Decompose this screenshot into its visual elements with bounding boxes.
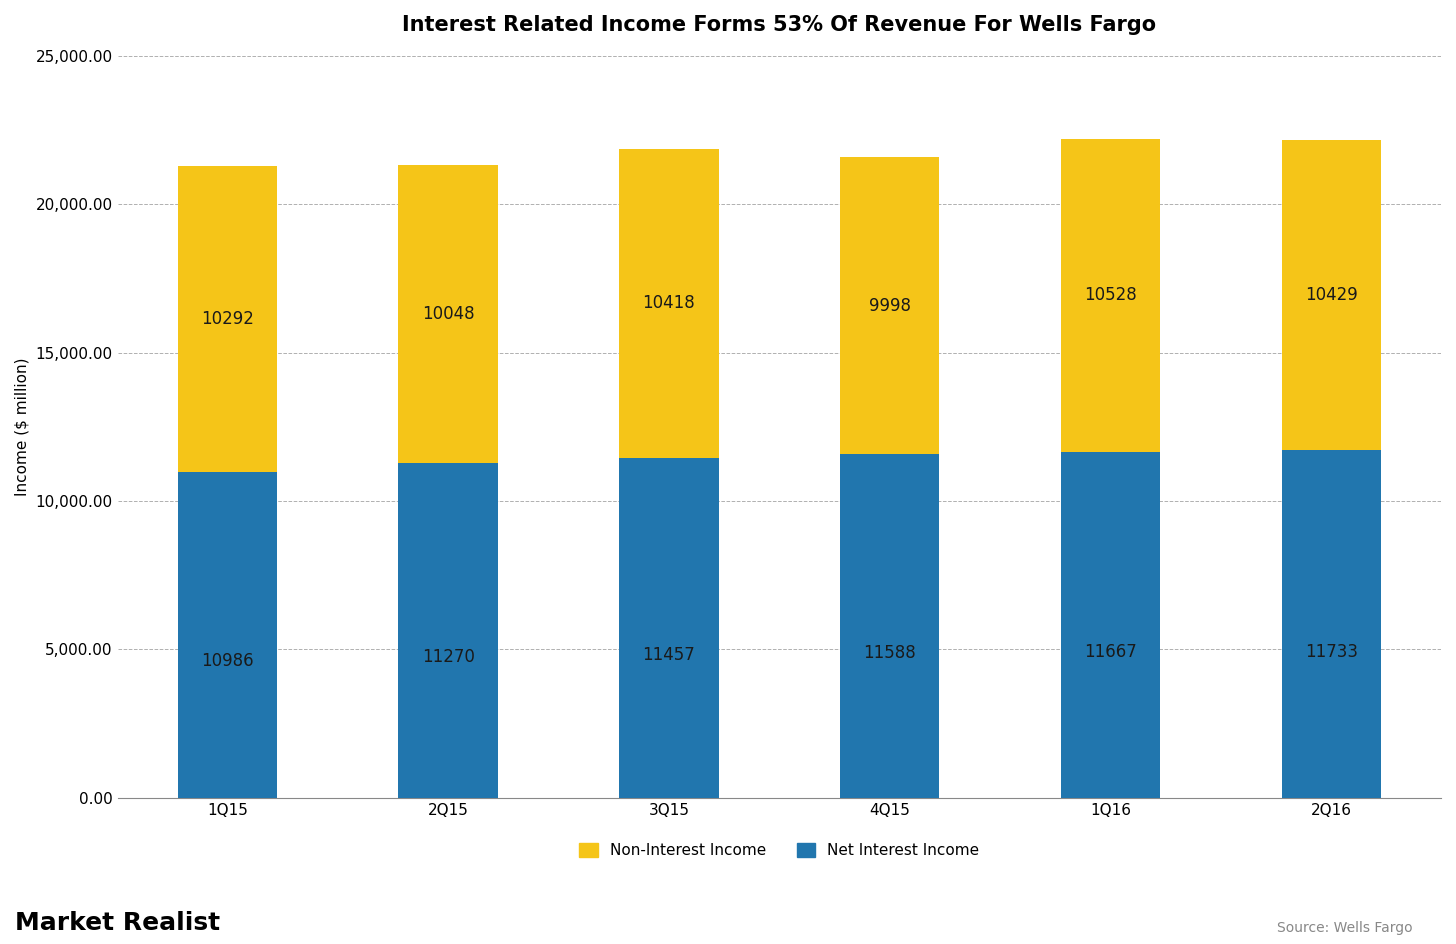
Text: 9998: 9998 — [869, 296, 910, 314]
Title: Interest Related Income Forms 53% Of Revenue For Wells Fargo: Interest Related Income Forms 53% Of Rev… — [402, 15, 1156, 35]
Bar — [840, 158, 939, 454]
Bar — [178, 166, 277, 472]
Bar — [399, 165, 498, 464]
Bar — [1061, 139, 1160, 451]
Text: 11733: 11733 — [1305, 643, 1357, 661]
Text: 11667: 11667 — [1085, 644, 1137, 662]
Text: 10292: 10292 — [201, 311, 253, 329]
Bar — [399, 464, 498, 798]
Bar — [1281, 449, 1380, 798]
Text: 10418: 10418 — [642, 295, 696, 312]
Text: 10986: 10986 — [201, 652, 253, 670]
Text: 11457: 11457 — [642, 646, 696, 664]
Text: Market Realist: Market Realist — [15, 911, 220, 935]
Legend: Non-Interest Income, Net Interest Income: Non-Interest Income, Net Interest Income — [574, 837, 986, 865]
Text: 11270: 11270 — [422, 649, 475, 666]
Text: 10429: 10429 — [1305, 286, 1357, 304]
Bar — [178, 472, 277, 798]
Bar — [840, 454, 939, 798]
Bar — [619, 458, 719, 798]
Bar — [619, 149, 719, 458]
Y-axis label: Income ($ million): Income ($ million) — [15, 358, 31, 497]
Text: 10048: 10048 — [422, 305, 475, 324]
Text: Source: Wells Fargo: Source: Wells Fargo — [1277, 920, 1412, 935]
Bar — [1061, 451, 1160, 798]
Bar — [1281, 141, 1380, 449]
Text: 10528: 10528 — [1085, 286, 1137, 305]
Text: 11588: 11588 — [863, 645, 916, 663]
